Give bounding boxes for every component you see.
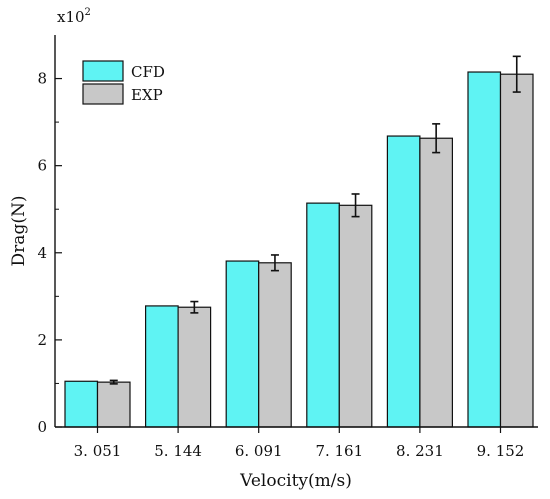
legend-swatch-cfd: [82, 60, 124, 82]
y-multiplier-exponent: 2: [85, 7, 91, 18]
x-tick-label-1: 5. 144: [154, 442, 202, 460]
error-bar-exp-3: [351, 193, 360, 218]
y-tick-label-3: 6: [37, 157, 47, 175]
bar-cfd-2: [225, 260, 260, 428]
bar-exp-2: [258, 262, 292, 428]
bar-cfd-5: [467, 71, 502, 428]
bar-cfd-1: [145, 305, 179, 428]
error-bar-exp-1: [190, 300, 199, 314]
error-bar-exp-0: [109, 379, 118, 385]
x-tick-label-5: 9. 152: [477, 442, 525, 460]
error-bar-exp-5: [512, 55, 521, 93]
legend-label-cfd: CFD: [131, 63, 165, 81]
x-ticks-group: 3. 051 5. 144 6. 091 7. 161 8. 231 9. 152: [74, 427, 525, 460]
bar-exp-4: [419, 137, 453, 428]
error-bar-exp-4: [432, 123, 441, 154]
bar-cfd-0: [64, 380, 99, 428]
bar-exp-1: [177, 306, 212, 428]
y-ticks-group: 0 2 4 6 8: [37, 70, 62, 436]
legend: CFD EXP: [82, 60, 165, 105]
bar-exp-5: [499, 73, 534, 428]
error-bars-group: [109, 55, 521, 385]
x-tick-label-4: 8. 231: [396, 442, 444, 460]
x-tick-label-0: 3. 051: [74, 442, 122, 460]
y-axis-multiplier: x102: [57, 7, 91, 26]
bar-exp-0: [96, 381, 131, 428]
y-tick-label-1: 2: [37, 331, 47, 349]
error-bar-exp-2: [270, 254, 279, 272]
y-tick-label-0: 0: [37, 418, 47, 436]
y-multiplier-base: x10: [57, 8, 85, 26]
y-tick-label-2: 4: [37, 244, 47, 262]
legend-swatch-exp: [82, 83, 124, 105]
y-tick-label-4: 8: [37, 70, 47, 88]
y-axis-title: Drag(N): [9, 196, 29, 267]
bar-cfd-3: [306, 202, 340, 428]
x-axis-title: Velocity(m/s): [239, 471, 352, 491]
legend-label-exp: EXP: [131, 86, 163, 104]
bar-exp-3: [338, 204, 373, 428]
bars-group: [64, 71, 534, 428]
bar-cfd-4: [386, 135, 421, 428]
x-tick-label-3: 7. 161: [315, 442, 363, 460]
x-tick-label-2: 6. 091: [235, 442, 283, 460]
